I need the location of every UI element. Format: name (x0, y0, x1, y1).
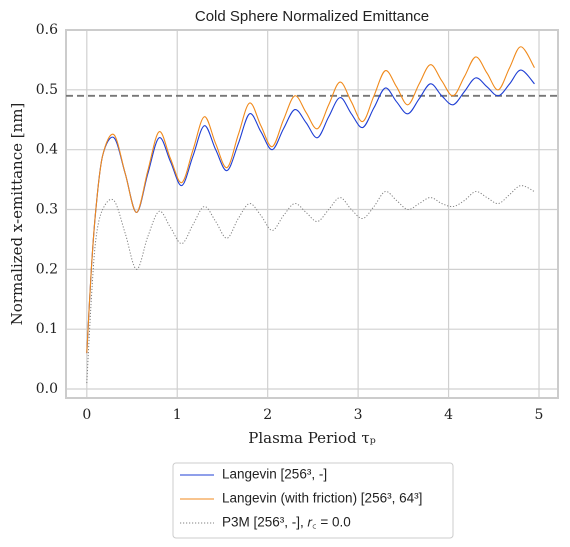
y-tick-label: 0.2 (36, 261, 58, 277)
series-line (86, 69, 535, 354)
chart-title: Cold Sphere Normalized Emittance (195, 8, 429, 25)
y-tick-label: 0.0 (36, 381, 58, 397)
y-tick-label: 0.1 (36, 321, 58, 337)
x-tick-label: 5 (535, 407, 544, 423)
x-tick-label: 1 (173, 407, 182, 423)
series-line (86, 185, 535, 384)
y-tick-label: 0.6 (36, 22, 58, 38)
legend-label: Langevin (with friction) [256³, 64³] (222, 491, 422, 506)
plot-frame (65, 29, 559, 399)
legend-label: P3M [256³, -], 𝑟꜀ = 0.0 (222, 515, 351, 530)
x-tick-label: 3 (354, 407, 363, 423)
legend-box (172, 462, 454, 539)
legend-label: Langevin [256³, -] (222, 467, 327, 482)
y-tick-label: 0.5 (36, 82, 58, 98)
legend: Langevin [256³, -] Langevin (with frictio… (172, 462, 454, 539)
x-axis-label: Plasma Period τₚ (248, 429, 375, 447)
x-tick-label: 4 (444, 407, 453, 423)
series-line (86, 46, 535, 354)
x-tick-label: 0 (82, 407, 91, 423)
x-tick-label: 2 (263, 407, 272, 423)
y-axis-label: Normalized x-emittance [nm] (8, 103, 26, 326)
y-tick-label: 0.4 (36, 142, 58, 158)
y-tick-label: 0.3 (36, 202, 58, 218)
